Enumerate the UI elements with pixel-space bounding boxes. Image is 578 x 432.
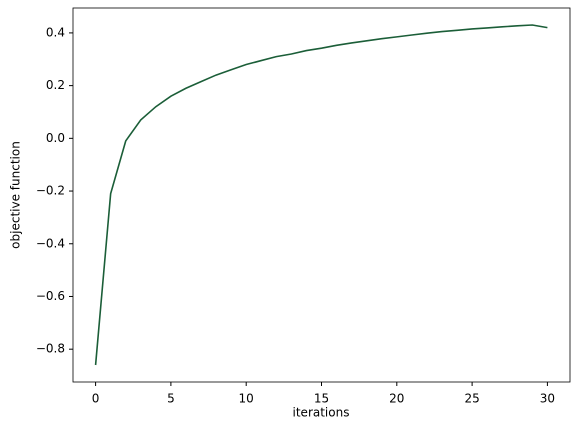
x-tick-label: 25 xyxy=(464,392,479,406)
y-tick-label: 0.0 xyxy=(46,131,65,145)
y-tick-label: −0.6 xyxy=(36,289,65,303)
line-series xyxy=(94,24,548,366)
y-axis-label: objective function xyxy=(9,141,23,249)
y-tick-label: 0.2 xyxy=(46,78,65,92)
x-tick-label: 5 xyxy=(167,392,175,406)
x-tick-label: 0 xyxy=(92,392,100,406)
x-tick-label: 10 xyxy=(239,392,254,406)
y-tick-label: −0.2 xyxy=(36,184,65,198)
x-tick-label: 30 xyxy=(540,392,555,406)
x-tick-label: 15 xyxy=(314,392,329,406)
y-tick-label: −0.4 xyxy=(36,236,65,250)
plot-frame xyxy=(72,7,571,383)
x-tick-label: 20 xyxy=(389,392,404,406)
y-tick-label: −0.8 xyxy=(36,342,65,356)
x-axis-label: iterations xyxy=(293,406,350,420)
y-tick-label: 0.4 xyxy=(46,25,65,39)
